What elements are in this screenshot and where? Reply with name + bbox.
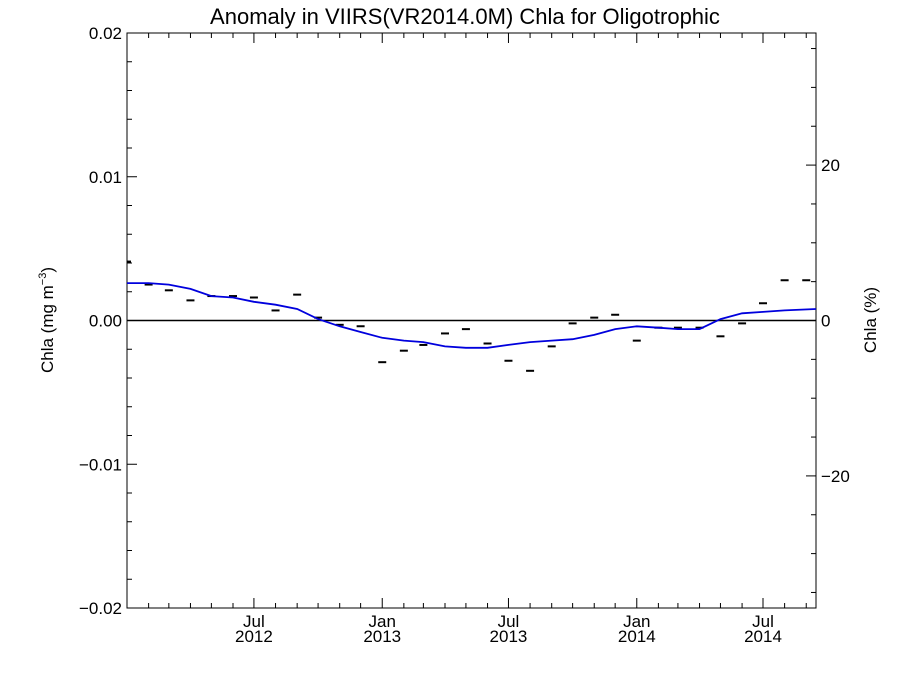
y2-tick-label: 0 [821,312,830,331]
x-tick-label: Jan [623,612,650,631]
y2-tick-label: −20 [821,467,850,486]
y2-tick-label: 20 [821,156,840,175]
y-tick-label: 0.02 [89,24,122,43]
y2-axis-label: Chla (%) [861,287,880,353]
y-tick-label: −0.01 [79,455,122,474]
left-y-axis: −0.02 −0.01 0.00 0.01 0.02 [79,24,137,618]
y-tick-label: −0.02 [79,599,122,618]
x-tick-label: Jan [369,612,396,631]
x-tick-year-label: 2012 [235,627,273,646]
x-tick-year-label: 2014 [744,627,782,646]
y-axis-label: Chla (mg m−3) [37,267,57,373]
x-tick-year-label: 2013 [363,627,401,646]
series-markers [127,260,811,372]
x-tick-label: Jul [752,612,774,631]
x-tick-label: Jul [498,612,520,631]
y-tick-label: 0.01 [89,168,122,187]
y-axis-label-close: ) [38,267,57,273]
chart-title: Anomaly in VIIRS(VR2014.0M) Chla for Oli… [210,4,720,29]
y-axis-label-main: Chla (mg m [38,285,57,373]
x-tick-year-label: 2013 [490,627,528,646]
x-tick-label: Jul [243,612,265,631]
y-tick-label: 0.00 [89,312,122,331]
series-smoothed-line [127,282,817,349]
y-axis-label-superscript: −3 [37,273,49,286]
x-tick-year-label: 2014 [618,627,656,646]
